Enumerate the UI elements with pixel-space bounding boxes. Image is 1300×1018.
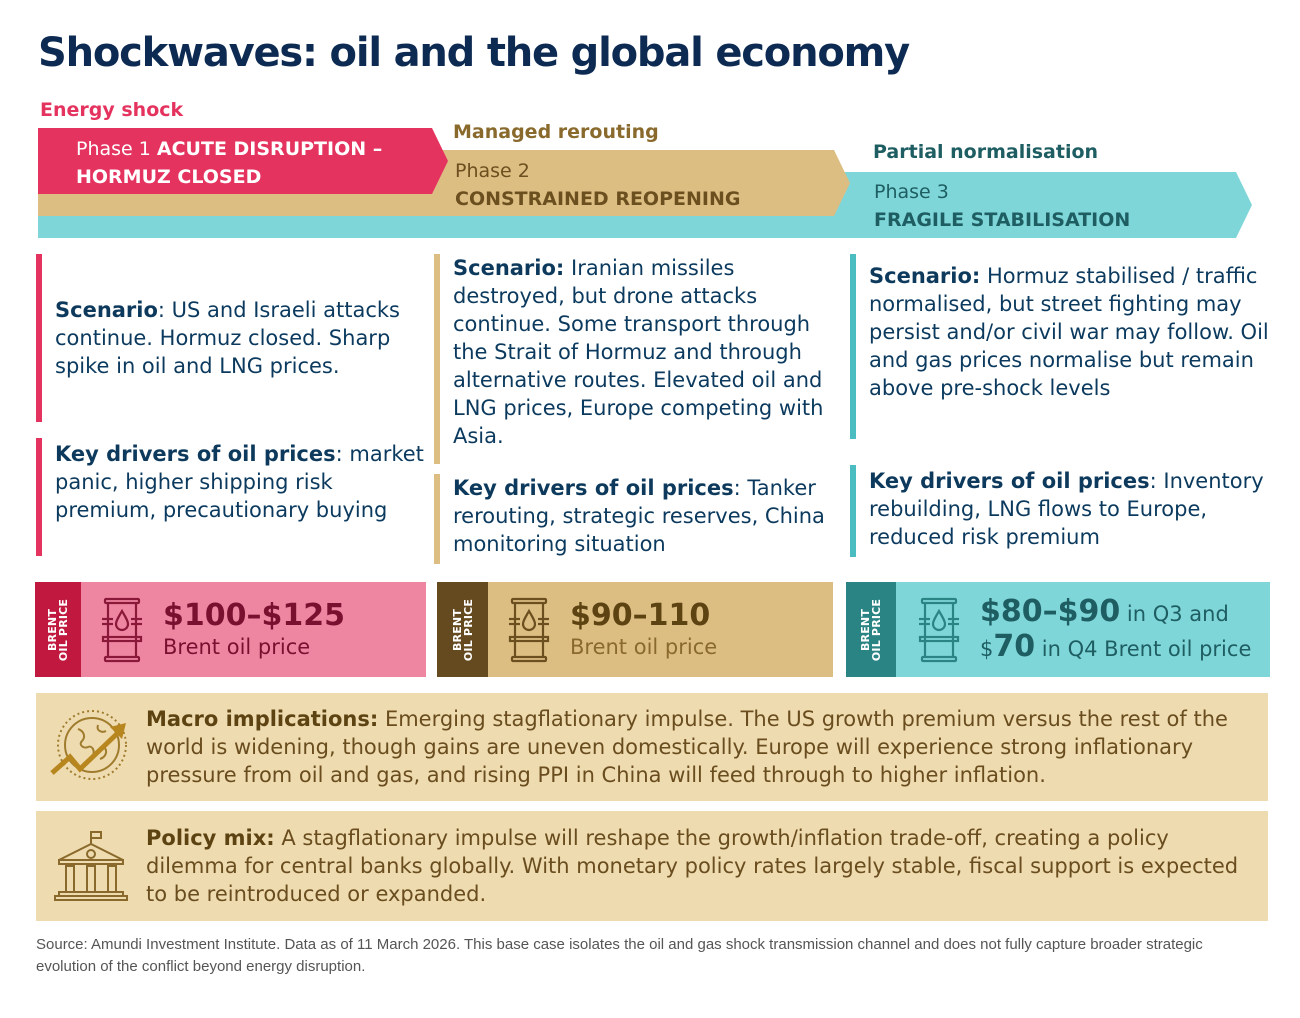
drivers-text: : Tanker rerouting, strategic reserves, … [453, 476, 825, 556]
price-body: $80–$90 in Q3 and $70 in Q4 Brent oil pr… [896, 582, 1270, 677]
price-body: $100–$125 Brent oil price [81, 582, 426, 677]
phase1-scenario: Scenario: US and Israeli attacks continu… [36, 254, 426, 422]
price-tag-label: BRENT OIL PRICE [46, 598, 70, 661]
price-tag: BRENT OIL PRICE [35, 582, 81, 677]
price-q3: $80–$90 [980, 593, 1121, 629]
scenario-text: Hormuz stabilised / traffic normalised, … [869, 264, 1269, 400]
phase3-scenario: Scenario: Hormuz stabilised / traffic no… [850, 254, 1275, 439]
oil-barrel-icon [508, 597, 550, 662]
price-caption: Brent oil price [570, 634, 718, 659]
drivers-text: : market panic, higher shipping risk pre… [55, 442, 424, 522]
phase3-price-card: BRENT OIL PRICE $80–$90 in Q3 and $70 in… [846, 582, 1270, 677]
price-caption: Brent oil price [163, 634, 311, 659]
price-q4-caption: in Q4 Brent oil price [1035, 636, 1252, 661]
phase2-drivers: Key drivers of oil prices: Tanker rerout… [434, 474, 834, 564]
macro-text: Emerging stagflationary impulse. The US … [146, 707, 1228, 787]
globe-growth-icon [50, 710, 127, 780]
phase1-name-line2: HORMUZ CLOSED [76, 166, 262, 188]
phase2-price-card: BRENT OIL PRICE $90–110 Brent oil price [437, 582, 833, 677]
phase1-number: Phase 1 [76, 138, 151, 160]
policy-mix-panel: Policy mix: A stagflationary impulse wil… [36, 811, 1268, 921]
price-tag-label: BRENT OIL PRICE [859, 598, 883, 661]
scenario-text: Iranian missiles destroyed, but drone at… [453, 256, 824, 448]
macro-label: Macro implications: [146, 707, 379, 731]
phase1-price-card: BRENT OIL PRICE $100–$125 Brent oil pric… [35, 582, 426, 677]
policy-text: A stagflationary impulse will reshape th… [146, 826, 1239, 906]
phase3-arrow-text: Phase 3 FRAGILE STABILISATION [874, 178, 1130, 234]
phase3-label: Partial normalisation [873, 141, 1099, 163]
phase1-label: Energy shock [40, 99, 184, 121]
price-tag-label: BRENT OIL PRICE [450, 598, 475, 661]
drivers-label: Key drivers of oil prices [869, 469, 1150, 493]
phase1-drivers: Key drivers of oil prices: market panic,… [36, 438, 426, 556]
phase3-number: Phase 3 [874, 181, 949, 203]
drivers-label: Key drivers of oil prices [453, 476, 734, 500]
phase1-arrow-text: Phase 1 ACUTE DISRUPTION – HORMUZ CLOSED [76, 135, 382, 191]
scenario-label: Scenario [55, 298, 158, 322]
scenario-label: Scenario: [869, 264, 981, 288]
drivers-label: Key drivers of oil prices [55, 442, 336, 466]
price-range: $100–$125 [163, 597, 345, 633]
scenario-label: Scenario: [453, 256, 565, 280]
phase1-name: ACUTE DISRUPTION – [156, 138, 383, 160]
price-tag: BRENT OIL PRICE [437, 582, 488, 677]
price-range: $90–110 [570, 597, 711, 633]
oil-barrel-icon [918, 597, 960, 662]
policy-mix-text: Policy mix: A stagflationary impulse wil… [146, 824, 1268, 908]
phase2-name: CONSTRAINED REOPENING [455, 188, 741, 210]
scenario-text: : US and Israeli attacks continue. Hormu… [55, 298, 400, 378]
price-q4-prefix: $ [980, 636, 994, 661]
phase2-label: Managed rerouting [453, 121, 659, 143]
source-note: Source: Amundi Investment Institute. Dat… [36, 936, 1203, 975]
price-tag: BRENT OIL PRICE [846, 582, 896, 677]
policy-label: Policy mix: [146, 826, 275, 850]
phase-timeline-arrows [38, 128, 1252, 238]
central-bank-icon [54, 831, 128, 901]
page-title: Shockwaves: oil and the global economy [38, 30, 910, 76]
phase2-scenario: Scenario: Iranian missiles destroyed, bu… [434, 254, 834, 464]
phase2-number: Phase 2 [455, 160, 530, 182]
oil-barrel-icon [101, 597, 143, 662]
phase2-arrow-text: Phase 2 CONSTRAINED REOPENING [455, 157, 740, 213]
macro-implications-panel: Macro implications: Emerging stagflation… [36, 693, 1268, 801]
price-body: $90–110 Brent oil price [488, 582, 833, 677]
drivers-text: : Inventory rebuilding, LNG flows to Eur… [869, 469, 1264, 549]
phase3-drivers: Key drivers of oil prices: Inventory reb… [850, 465, 1275, 557]
macro-implications-text: Macro implications: Emerging stagflation… [146, 705, 1268, 789]
price-q4: 70 [993, 628, 1036, 664]
phase3-name: FRAGILE STABILISATION [874, 209, 1131, 231]
price-q3-caption: in Q3 and [1120, 601, 1229, 626]
